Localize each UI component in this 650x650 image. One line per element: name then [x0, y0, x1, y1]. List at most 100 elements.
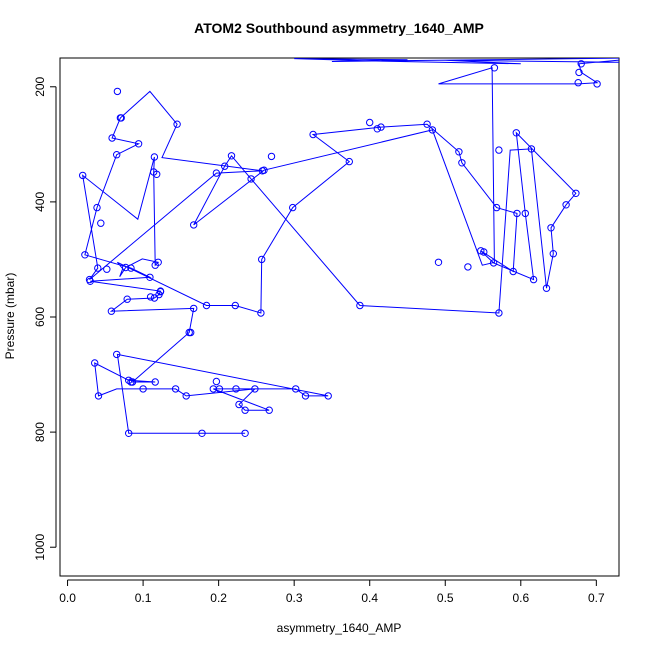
data-point: [150, 153, 159, 161]
data-point: [301, 392, 310, 400]
data-point: [480, 248, 488, 256]
data-point: [549, 250, 557, 258]
data-point: [113, 350, 121, 359]
data-point: [154, 258, 162, 266]
data-point: [562, 201, 570, 209]
data-point: [190, 304, 198, 313]
data-point: [108, 134, 116, 142]
data-point: [146, 273, 154, 281]
data-point: [117, 114, 125, 122]
data-point: [113, 87, 122, 96]
data-point: [489, 259, 498, 267]
y-tick-label: 800: [33, 422, 47, 442]
data-point: [513, 209, 521, 218]
x-axis: 0.0 0.1 0.2 0.3 0.4 0.5 0.6 0.7: [59, 579, 605, 605]
data-point: [187, 328, 195, 337]
data-point: [542, 284, 551, 292]
y-tick-label: 1000: [33, 534, 47, 561]
x-tick-label: 0.6: [512, 591, 529, 605]
data-point: [495, 309, 503, 317]
data-point: [593, 80, 601, 88]
data-point: [232, 385, 240, 393]
y-tick-label: 400: [33, 192, 47, 212]
data-point: [97, 219, 105, 227]
data-point: [492, 203, 501, 212]
series-layer: [81, 58, 619, 434]
x-axis-label: asymmetry_1640_AMP: [277, 621, 402, 635]
data-point: [81, 251, 89, 259]
data-point: [202, 301, 211, 310]
data-point: [289, 203, 297, 212]
data-point: [94, 392, 103, 400]
data-point: [91, 359, 99, 367]
data-point: [93, 203, 101, 212]
data-point: [373, 125, 381, 133]
y-axis: 200 400 600 800 1000: [33, 76, 57, 561]
data-point: [247, 175, 255, 183]
data-point: [345, 157, 353, 166]
data-point: [113, 151, 121, 159]
plot-frame: [59, 57, 620, 577]
data-point: [103, 265, 111, 273]
data-point: [123, 295, 131, 303]
data-point: [251, 385, 259, 393]
data-point: [151, 378, 159, 386]
data-point: [572, 189, 580, 198]
data-point: [455, 148, 463, 156]
x-tick-label: 0.2: [210, 591, 227, 605]
data-point: [146, 293, 155, 301]
data-point: [134, 140, 143, 148]
x-tick-label: 0.4: [361, 591, 378, 605]
data-point: [377, 123, 385, 131]
data-point: [521, 209, 529, 218]
data-point: [153, 170, 161, 179]
data-point: [122, 263, 130, 272]
data-point: [79, 171, 87, 180]
x-tick-label: 0.7: [588, 591, 605, 605]
y-tick-label: 200: [33, 76, 47, 96]
data-point: [171, 385, 180, 393]
data-point: [529, 275, 538, 284]
data-point: [241, 429, 249, 437]
data-point: [190, 221, 198, 229]
x-tick-label: 0.1: [135, 591, 152, 605]
data-point: [173, 120, 181, 128]
x-tick-label: 0.5: [437, 591, 454, 605]
data-point: [292, 385, 300, 393]
data-point: [231, 301, 240, 310]
data-point: [324, 392, 332, 400]
data-point: [458, 159, 466, 167]
data-point: [509, 267, 517, 276]
data-point: [198, 429, 206, 437]
chart-title: ATOM2 Southbound asymmetry_1640_AMP: [194, 20, 484, 36]
data-point: [356, 301, 364, 310]
data-point: [577, 60, 585, 68]
x-tick-label: 0.0: [59, 591, 76, 605]
series-line: [81, 58, 619, 434]
data-point: [107, 307, 116, 315]
data-point: [265, 406, 273, 414]
data-point: [260, 166, 268, 174]
data-point: [428, 126, 437, 134]
data-point: [125, 429, 133, 437]
data-point: [209, 385, 218, 393]
data-point: [309, 130, 317, 139]
data-point: [235, 400, 243, 409]
x-tick-label: 0.3: [286, 591, 303, 605]
data-point: [495, 146, 503, 154]
data-point: [434, 258, 443, 266]
data-point: [267, 152, 276, 161]
data-point: [366, 118, 374, 127]
data-point: [574, 79, 582, 87]
data-point: [241, 406, 249, 414]
data-point: [423, 120, 431, 128]
y-axis-label: Pressure (mbar): [3, 273, 17, 360]
data-point: [182, 392, 190, 400]
data-point: [125, 376, 133, 384]
data-point: [527, 145, 536, 153]
data-point: [127, 264, 135, 272]
data-point: [127, 378, 135, 386]
points-layer: [79, 60, 601, 437]
data-point: [258, 255, 266, 264]
